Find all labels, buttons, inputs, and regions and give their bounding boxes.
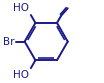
Text: HO: HO — [13, 3, 29, 13]
Text: Br: Br — [3, 37, 15, 47]
Text: HO: HO — [13, 70, 29, 80]
